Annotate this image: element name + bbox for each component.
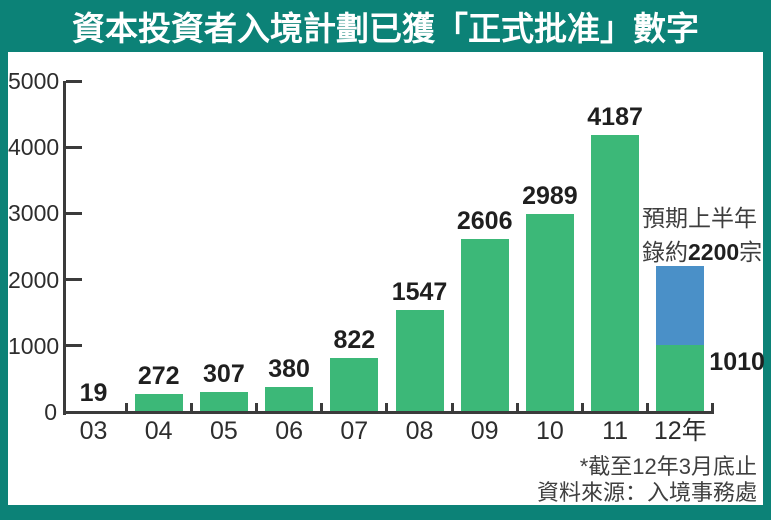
bar-value-05: 307	[203, 359, 245, 388]
chart-title: 資本投資者入境計劃已獲「正式批准」數字	[72, 10, 699, 47]
x-axis-label-07: 07	[340, 417, 369, 445]
bar-value-12年: 1010	[709, 348, 765, 377]
annotation-line1: 預期上半年	[642, 205, 757, 231]
bar-actual-04	[134, 393, 183, 412]
bar-value-11: 4187	[587, 102, 643, 131]
annotation-projected-value: 2200	[688, 239, 740, 265]
bar-actual-12年	[656, 345, 705, 412]
y-axis-label: 4000	[8, 134, 60, 161]
y-axis-label: 3000	[8, 200, 60, 227]
y-axis-tick	[66, 278, 82, 282]
x-axis-label-03: 03	[79, 417, 108, 445]
x-axis-tick	[646, 403, 650, 412]
x-axis-label-11: 11	[602, 417, 629, 445]
x-axis-tick	[255, 403, 258, 412]
x-axis-line	[63, 410, 715, 414]
x-axis-tick	[515, 403, 519, 412]
bar-actual-06	[265, 386, 314, 412]
y-axis-label: 2000	[8, 266, 60, 293]
y-axis-tick	[66, 211, 82, 215]
annotation-line2: 錄約2200宗	[642, 235, 762, 269]
y-axis-label: 5000	[8, 68, 60, 94]
annotation-suffix: 宗	[739, 239, 763, 265]
chart-canvas: 0 1000 2000 3000 4000 5000 19 03 272 04 307 05 380 06…	[8, 52, 765, 505]
bar-value-03: 19	[79, 378, 108, 407]
bar-value-07: 822	[333, 325, 376, 354]
x-axis-tick	[124, 403, 128, 412]
y-axis-tick	[66, 145, 82, 149]
bar-actual-10	[525, 214, 574, 412]
title-bar: 資本投資者入境計劃已獲「正式批准」數字	[0, 0, 771, 52]
bar-value-08: 1547	[391, 277, 448, 306]
x-axis-tick	[581, 403, 584, 412]
x-axis-tick	[189, 403, 193, 412]
x-axis-label-05: 05	[209, 417, 238, 445]
x-axis-label-06: 06	[275, 417, 303, 445]
x-axis-tick	[711, 403, 715, 412]
bar-value-10: 2989	[522, 182, 578, 211]
footnote-asof: *截至12年3月底止	[579, 454, 757, 479]
x-axis-label-08: 08	[405, 417, 434, 445]
bar-projected-12年	[656, 266, 705, 346]
y-axis-label: 0	[44, 399, 57, 425]
bar-actual-07	[330, 357, 379, 412]
y-axis-tick	[66, 344, 82, 348]
x-axis-tick	[385, 403, 389, 412]
y-axis-tick	[66, 79, 82, 83]
x-axis-tick	[450, 403, 454, 412]
projection-annotation: 預期上半年 錄約2200宗	[642, 201, 762, 269]
x-axis-label-04: 04	[144, 417, 173, 445]
annotation-prefix: 錄約	[642, 239, 688, 265]
x-axis-label-12年: 12年	[653, 417, 707, 445]
x-axis-label-10: 10	[535, 417, 564, 445]
bar-actual-09	[460, 239, 509, 412]
x-axis-label-09: 09	[470, 417, 499, 445]
bar-actual-08	[395, 309, 444, 412]
bar-value-06: 380	[268, 354, 310, 383]
x-axis-tick	[320, 403, 324, 412]
y-axis-label: 1000	[8, 332, 60, 359]
data-source: 資料來源：入境事務處	[536, 480, 757, 505]
bar-value-09: 2606	[456, 207, 513, 236]
bar-value-04: 272	[137, 361, 180, 390]
bar-actual-11	[591, 134, 640, 412]
y-axis-line	[63, 81, 66, 415]
bar-actual-05	[199, 391, 248, 412]
